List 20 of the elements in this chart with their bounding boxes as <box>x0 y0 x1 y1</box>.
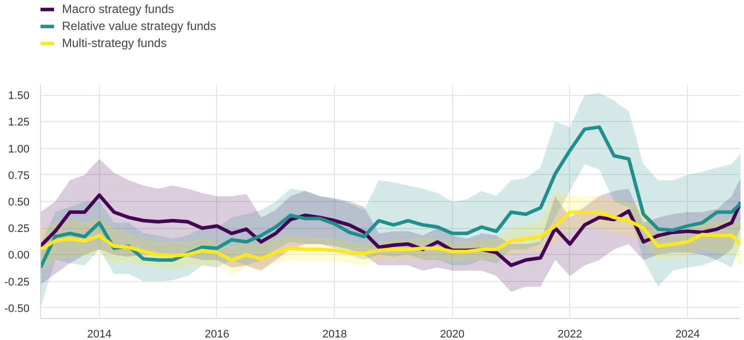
x-tick-label: 2014 <box>87 328 112 340</box>
y-tick-label: 1.50 <box>8 90 30 102</box>
y-tick-label: 1.25 <box>8 116 30 129</box>
y-tick-label: 0.00 <box>8 250 30 262</box>
y-tick-label: 1.00 <box>8 143 30 156</box>
x-tick-label: 2020 <box>440 328 465 340</box>
legend-label: Multi-strategy funds <box>62 34 167 51</box>
x-tick-label: 2016 <box>204 328 230 340</box>
line-series <box>40 210 740 262</box>
legend-label: Macro strategy funds <box>62 0 174 17</box>
x-tick-label: 2024 <box>675 328 700 340</box>
y-tick-label: -0.25 <box>4 276 30 288</box>
y-tick-label: 0.50 <box>8 196 30 208</box>
line-series <box>40 125 740 270</box>
y-tick-label: -0.50 <box>4 302 30 315</box>
x-tick-label: 2022 <box>558 328 582 340</box>
y-tick-label: 0.25 <box>8 223 30 236</box>
y-tick-label: 0.75 <box>8 170 30 182</box>
x-tick-label: 2018 <box>322 328 347 340</box>
legend-label: Relative value strategy funds <box>62 18 216 34</box>
